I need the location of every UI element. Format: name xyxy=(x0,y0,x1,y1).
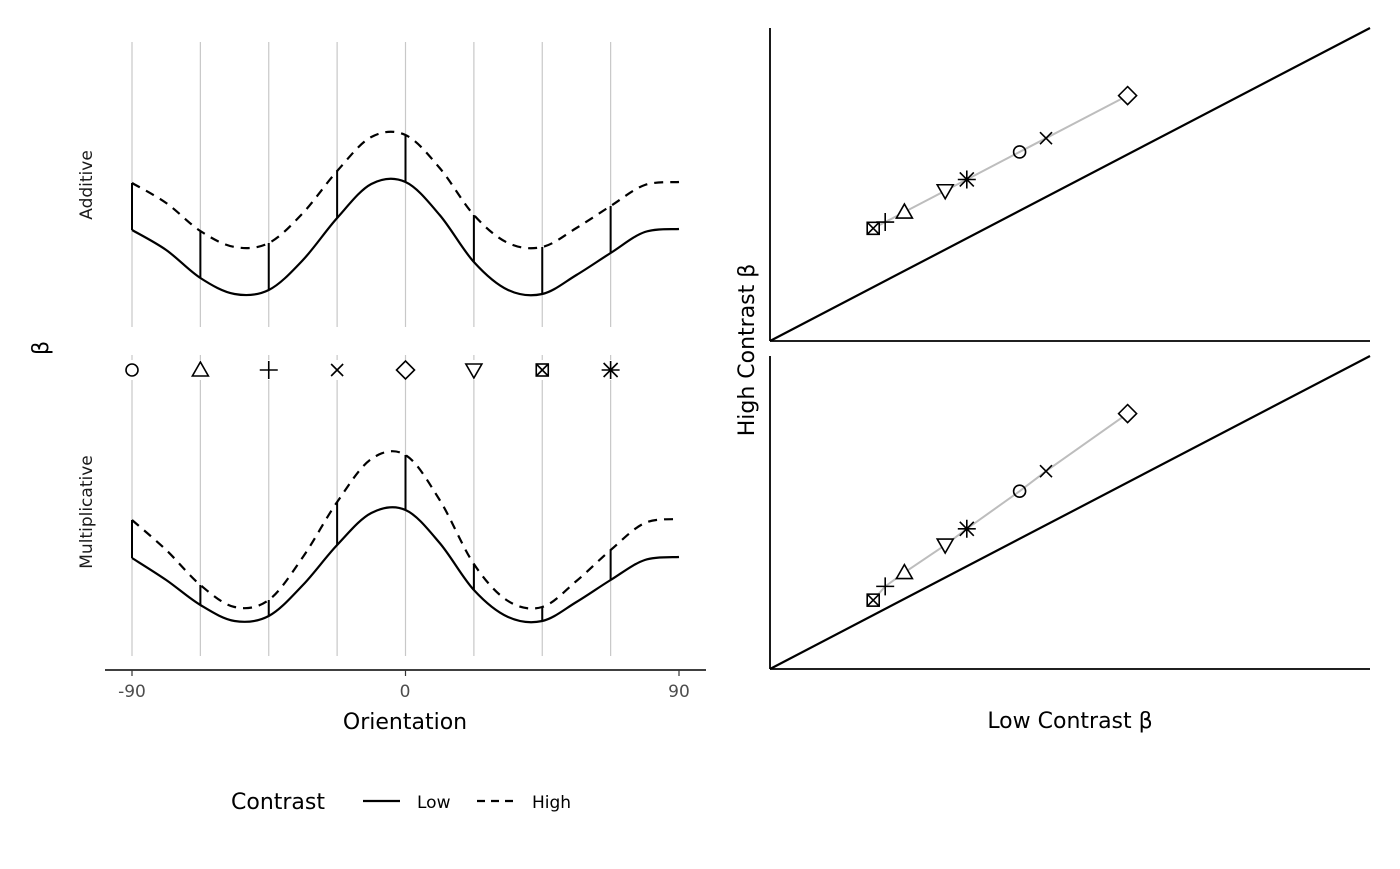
square-cross-marker xyxy=(866,221,881,236)
plus-marker xyxy=(876,577,895,596)
identity-line xyxy=(769,27,1371,342)
right-x-axis-label: Low Contrast β xyxy=(987,709,1152,734)
asterisk-marker xyxy=(957,170,976,189)
cross-shape xyxy=(866,221,880,235)
circle-shape xyxy=(1012,145,1027,159)
plus-shape xyxy=(876,577,895,596)
triangle-up-marker xyxy=(895,202,914,219)
asterisk-marker xyxy=(957,519,976,538)
strip-label-multiplicative: Multiplicative xyxy=(77,455,97,568)
legend-title: Contrast xyxy=(231,790,325,815)
right-plot xyxy=(769,27,1371,670)
triangle-up-marker xyxy=(190,360,210,377)
connecting-line xyxy=(872,94,1129,230)
circle-marker xyxy=(1012,145,1027,159)
cross-shape xyxy=(330,363,344,377)
identity-line xyxy=(769,355,1371,670)
marker-bg xyxy=(122,360,142,380)
cross-shape xyxy=(866,593,880,607)
legend-label-high: High xyxy=(532,793,571,813)
cross-shape xyxy=(535,363,549,377)
asterisk-shape xyxy=(957,170,976,189)
right-y-axis-label: High Contrast β xyxy=(735,264,760,437)
plus-marker xyxy=(259,361,278,379)
y-axis-label-beta: β xyxy=(29,341,54,355)
triangle-shape xyxy=(464,363,484,380)
x-tick-label: 90 xyxy=(668,682,690,702)
cross-marker xyxy=(1039,131,1053,145)
strip-label-additive: Additive xyxy=(77,150,97,220)
diamond-marker xyxy=(1117,85,1138,106)
cross-shape xyxy=(1039,131,1053,145)
circle-marker xyxy=(1012,484,1027,499)
cross-marker xyxy=(330,363,344,377)
x-axis-label-orientation: Orientation xyxy=(343,710,467,735)
cross-marker xyxy=(1039,464,1053,478)
diamond-marker xyxy=(1117,403,1138,424)
asterisk-shape xyxy=(601,361,620,379)
triangle-down-marker xyxy=(935,538,955,555)
plus-shape xyxy=(259,361,278,379)
diamond-shape xyxy=(1117,403,1138,424)
triangle-shape xyxy=(190,360,210,377)
asterisk-shape xyxy=(957,519,976,538)
circle-marker xyxy=(125,363,139,377)
circle-shape xyxy=(125,363,139,377)
triangle-shape xyxy=(895,202,914,219)
triangle-down-marker xyxy=(464,363,484,380)
triangle-shape xyxy=(895,562,914,580)
square-cross-marker xyxy=(866,593,881,607)
x-tick-label: -90 xyxy=(118,682,146,702)
square-cross-marker xyxy=(535,363,550,377)
left-plot xyxy=(105,42,706,676)
legend: Contrast Low High xyxy=(231,790,571,815)
triangle-up-marker xyxy=(895,562,914,580)
circle-shape xyxy=(1012,484,1027,499)
cross-shape xyxy=(1039,464,1053,478)
triangle-shape xyxy=(935,538,955,555)
triangle-down-marker xyxy=(935,183,955,201)
connecting-line xyxy=(872,412,1129,601)
diamond-marker xyxy=(395,359,416,381)
diamond-shape xyxy=(395,359,416,381)
diamond-shape xyxy=(1117,85,1138,106)
legend-label-low: Low xyxy=(417,793,451,813)
triangle-shape xyxy=(935,183,955,201)
x-tick-label: 0 xyxy=(400,682,411,702)
asterisk-marker xyxy=(601,361,620,379)
